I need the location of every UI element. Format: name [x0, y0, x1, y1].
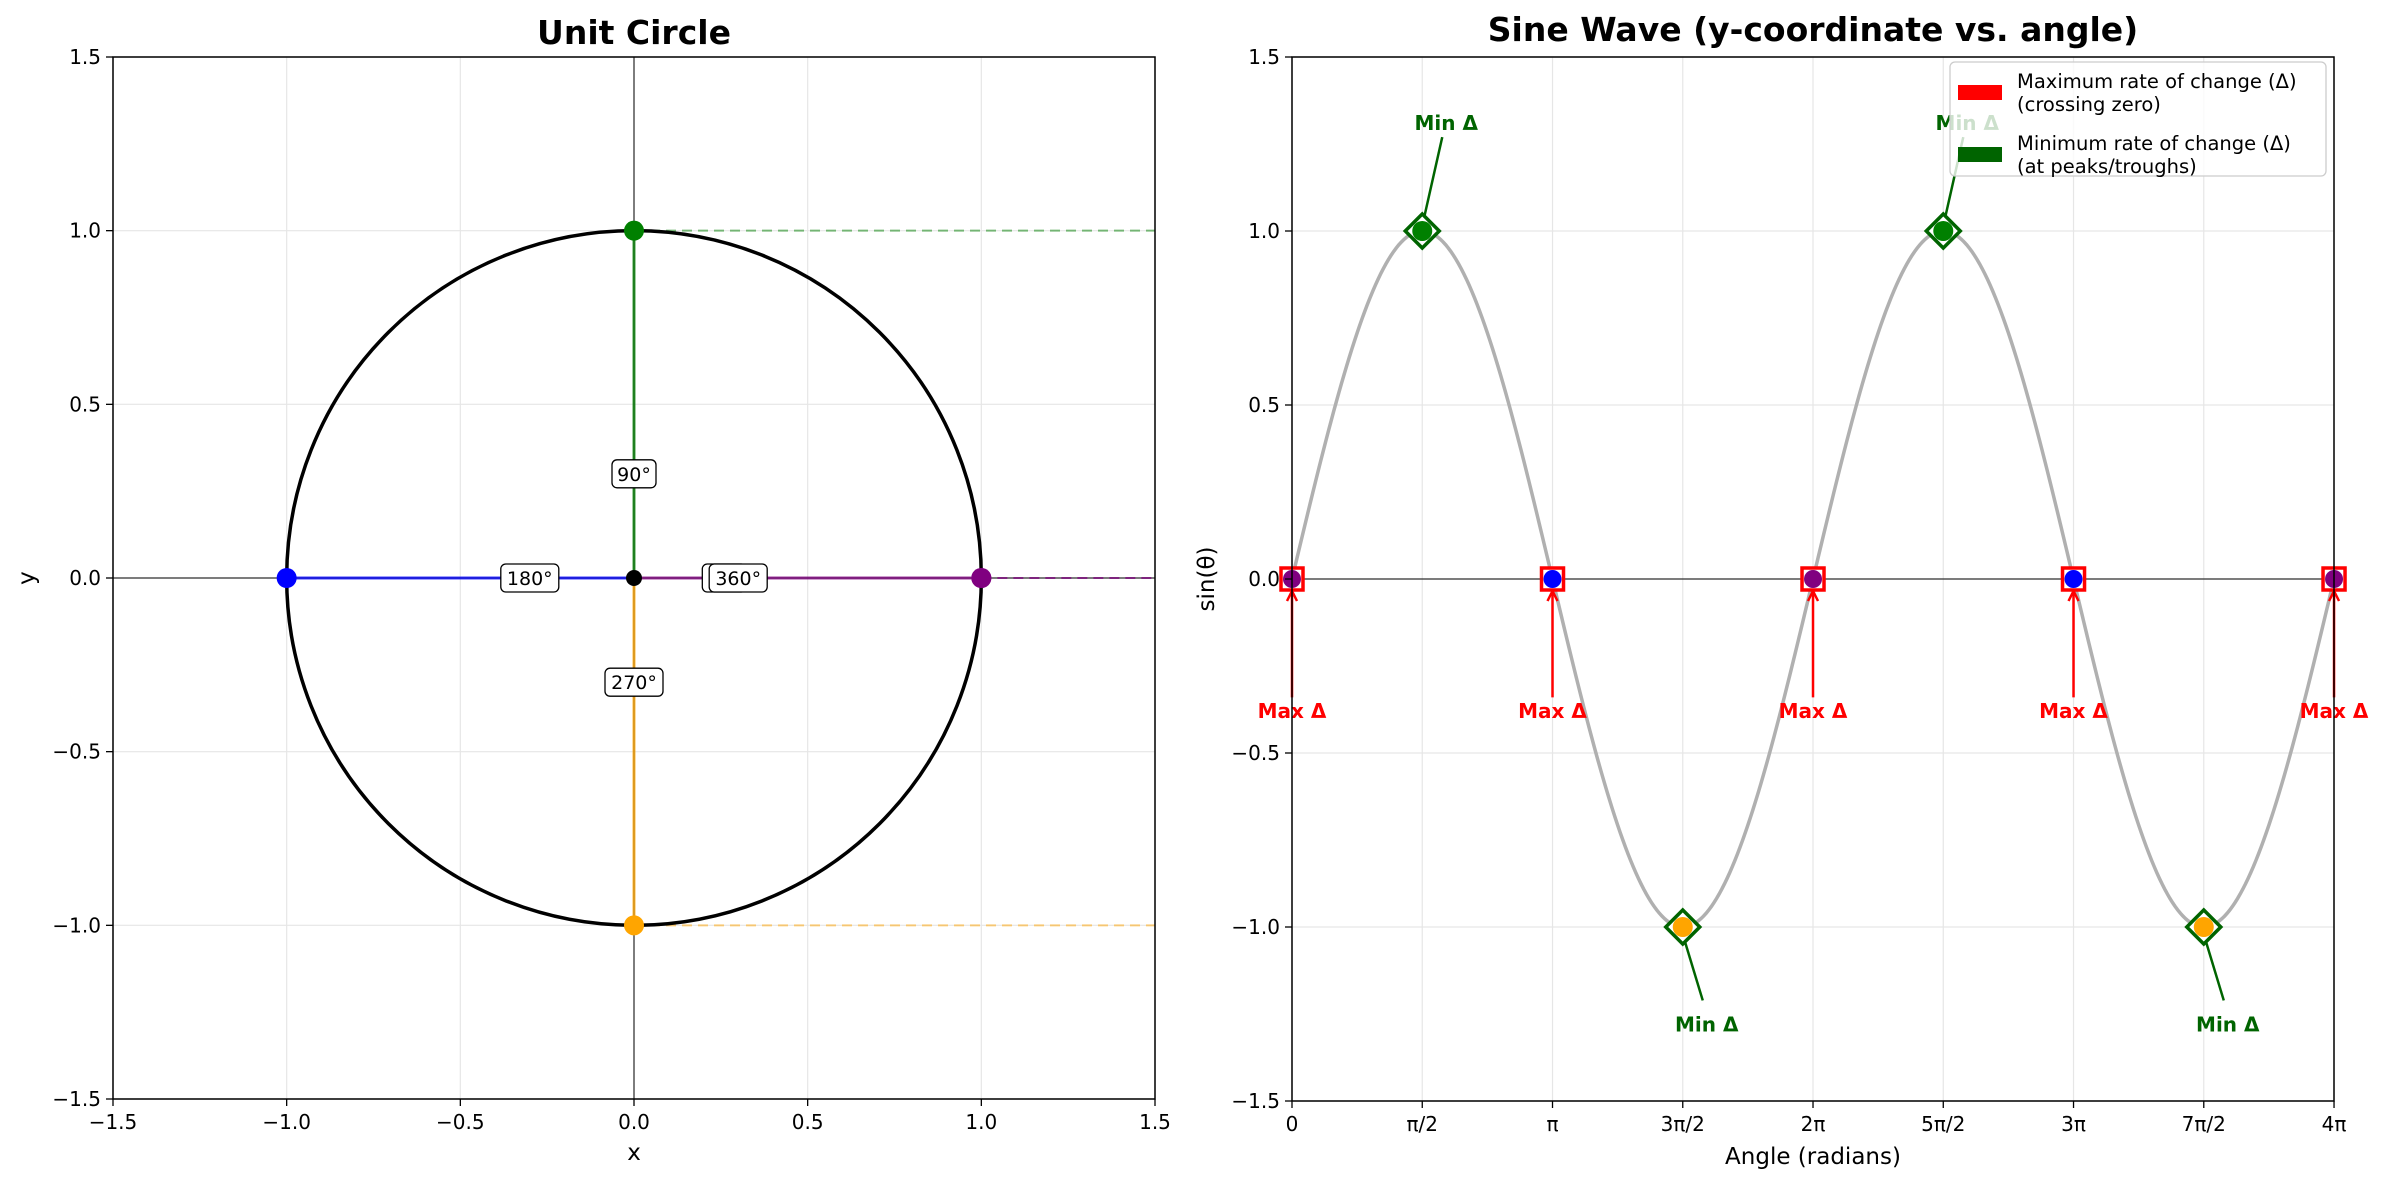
- min-change-label: Min Δ: [2196, 1012, 2260, 1036]
- min-change-arrow: [2204, 940, 2225, 1001]
- y-tick-label: 1.5: [1248, 45, 1280, 69]
- angle-label-box: [500, 563, 560, 593]
- legend-box: [1949, 61, 2327, 177]
- y-tick-label: 0.5: [1248, 393, 1280, 417]
- max-change-point: [1804, 570, 1823, 588]
- max-change-point: [2064, 570, 2083, 588]
- x-tick-label: 1.0: [965, 1110, 997, 1134]
- x-tick-label: 3π/2: [1661, 1112, 1705, 1136]
- legend-label: (crossing zero): [2017, 93, 2161, 116]
- point-marker: [624, 220, 644, 241]
- y-tick-label: 0.0: [69, 566, 101, 590]
- y-tick-label: −1.0: [1231, 915, 1280, 939]
- x-axis-label: Angle (radians): [1725, 1144, 1901, 1170]
- point-marker: [971, 568, 992, 588]
- y-tick-label: 1.5: [69, 45, 101, 69]
- angle-label-box: [604, 667, 664, 697]
- x-tick-label: π: [1546, 1112, 1558, 1136]
- min-change-point: [2193, 917, 2214, 937]
- min-change-point: [1933, 221, 1954, 241]
- x-tick-label: 0.0: [618, 1110, 650, 1134]
- point-marker: [624, 915, 644, 936]
- legend-swatch: [1958, 85, 2002, 100]
- x-tick-label: 5π/2: [1921, 1112, 1965, 1136]
- max-change-label: Max Δ: [2039, 699, 2108, 723]
- y-tick-label: −1.0: [52, 913, 101, 937]
- y-tick-label: −0.5: [52, 740, 101, 764]
- max-change-label: Max Δ: [1518, 699, 1587, 723]
- y-tick-label: −0.5: [1231, 741, 1280, 765]
- origin-marker: [626, 570, 642, 586]
- x-tick-label: 0.5: [792, 1110, 824, 1134]
- x-tick-label: 4π: [2322, 1112, 2347, 1136]
- x-axis-label: x: [627, 1140, 641, 1166]
- x-tick-label: −1.5: [89, 1110, 138, 1134]
- legend: Maximum rate of change (Δ)(crossing zero…: [1949, 61, 2327, 178]
- angle-label: 270°: [611, 672, 657, 694]
- x-tick-label: π/2: [1406, 1112, 1438, 1136]
- min-change-arrow: [1423, 136, 1444, 218]
- unit-circle-chart: 0°90°180°270°360°−1.5−1.0−0.50.00.51.01.…: [14, 13, 1171, 1166]
- chart-title: Unit Circle: [537, 13, 731, 52]
- x-tick-label: 3π: [2061, 1112, 2086, 1136]
- min-change-label: Min Δ: [1675, 1012, 1739, 1036]
- chart-title: Sine Wave (y-coordinate vs. angle): [1488, 10, 2138, 49]
- legend-swatch: [1958, 147, 2002, 162]
- max-change-arrowhead: [1546, 588, 1559, 602]
- angle-label-box: [708, 563, 768, 593]
- max-change-point: [1543, 570, 1562, 588]
- angle-label: 360°: [715, 568, 761, 590]
- y-tick-label: −1.5: [52, 1087, 101, 1111]
- y-axis-label: sin(θ): [1194, 547, 1220, 612]
- max-change-arrowhead: [1806, 588, 1820, 602]
- x-tick-label: −0.5: [436, 1110, 485, 1134]
- x-tick-label: 1.5: [1139, 1110, 1171, 1134]
- y-tick-label: 1.0: [1248, 219, 1280, 243]
- angle-label: 90°: [617, 464, 651, 486]
- legend-label: (at peaks/troughs): [2017, 155, 2197, 178]
- y-tick-label: 0.5: [69, 392, 101, 416]
- min-change-point: [1672, 917, 1693, 937]
- max-change-arrowhead: [2067, 588, 2080, 602]
- angle-label: 180°: [507, 568, 553, 590]
- x-tick-label: 2π: [1801, 1112, 1826, 1136]
- point-marker: [276, 568, 297, 588]
- angle-label-box: [611, 459, 657, 489]
- min-change-label: Min Δ: [1415, 111, 1479, 135]
- min-change-point: [1412, 221, 1433, 241]
- y-tick-label: 1.0: [69, 219, 101, 243]
- y-axis-label: y: [14, 571, 40, 585]
- x-tick-label: 7π/2: [2182, 1112, 2226, 1136]
- x-tick-label: 0: [1286, 1112, 1299, 1136]
- x-tick-label: −1.0: [262, 1110, 311, 1134]
- min-change-arrow: [1683, 940, 1704, 1001]
- y-tick-label: −1.5: [1231, 1089, 1280, 1113]
- y-tick-label: 0.0: [1248, 567, 1280, 591]
- legend-label: Maximum rate of change (Δ): [2017, 70, 2297, 93]
- legend-label: Minimum rate of change (Δ): [2017, 132, 2291, 155]
- max-change-label: Max Δ: [1779, 699, 1848, 723]
